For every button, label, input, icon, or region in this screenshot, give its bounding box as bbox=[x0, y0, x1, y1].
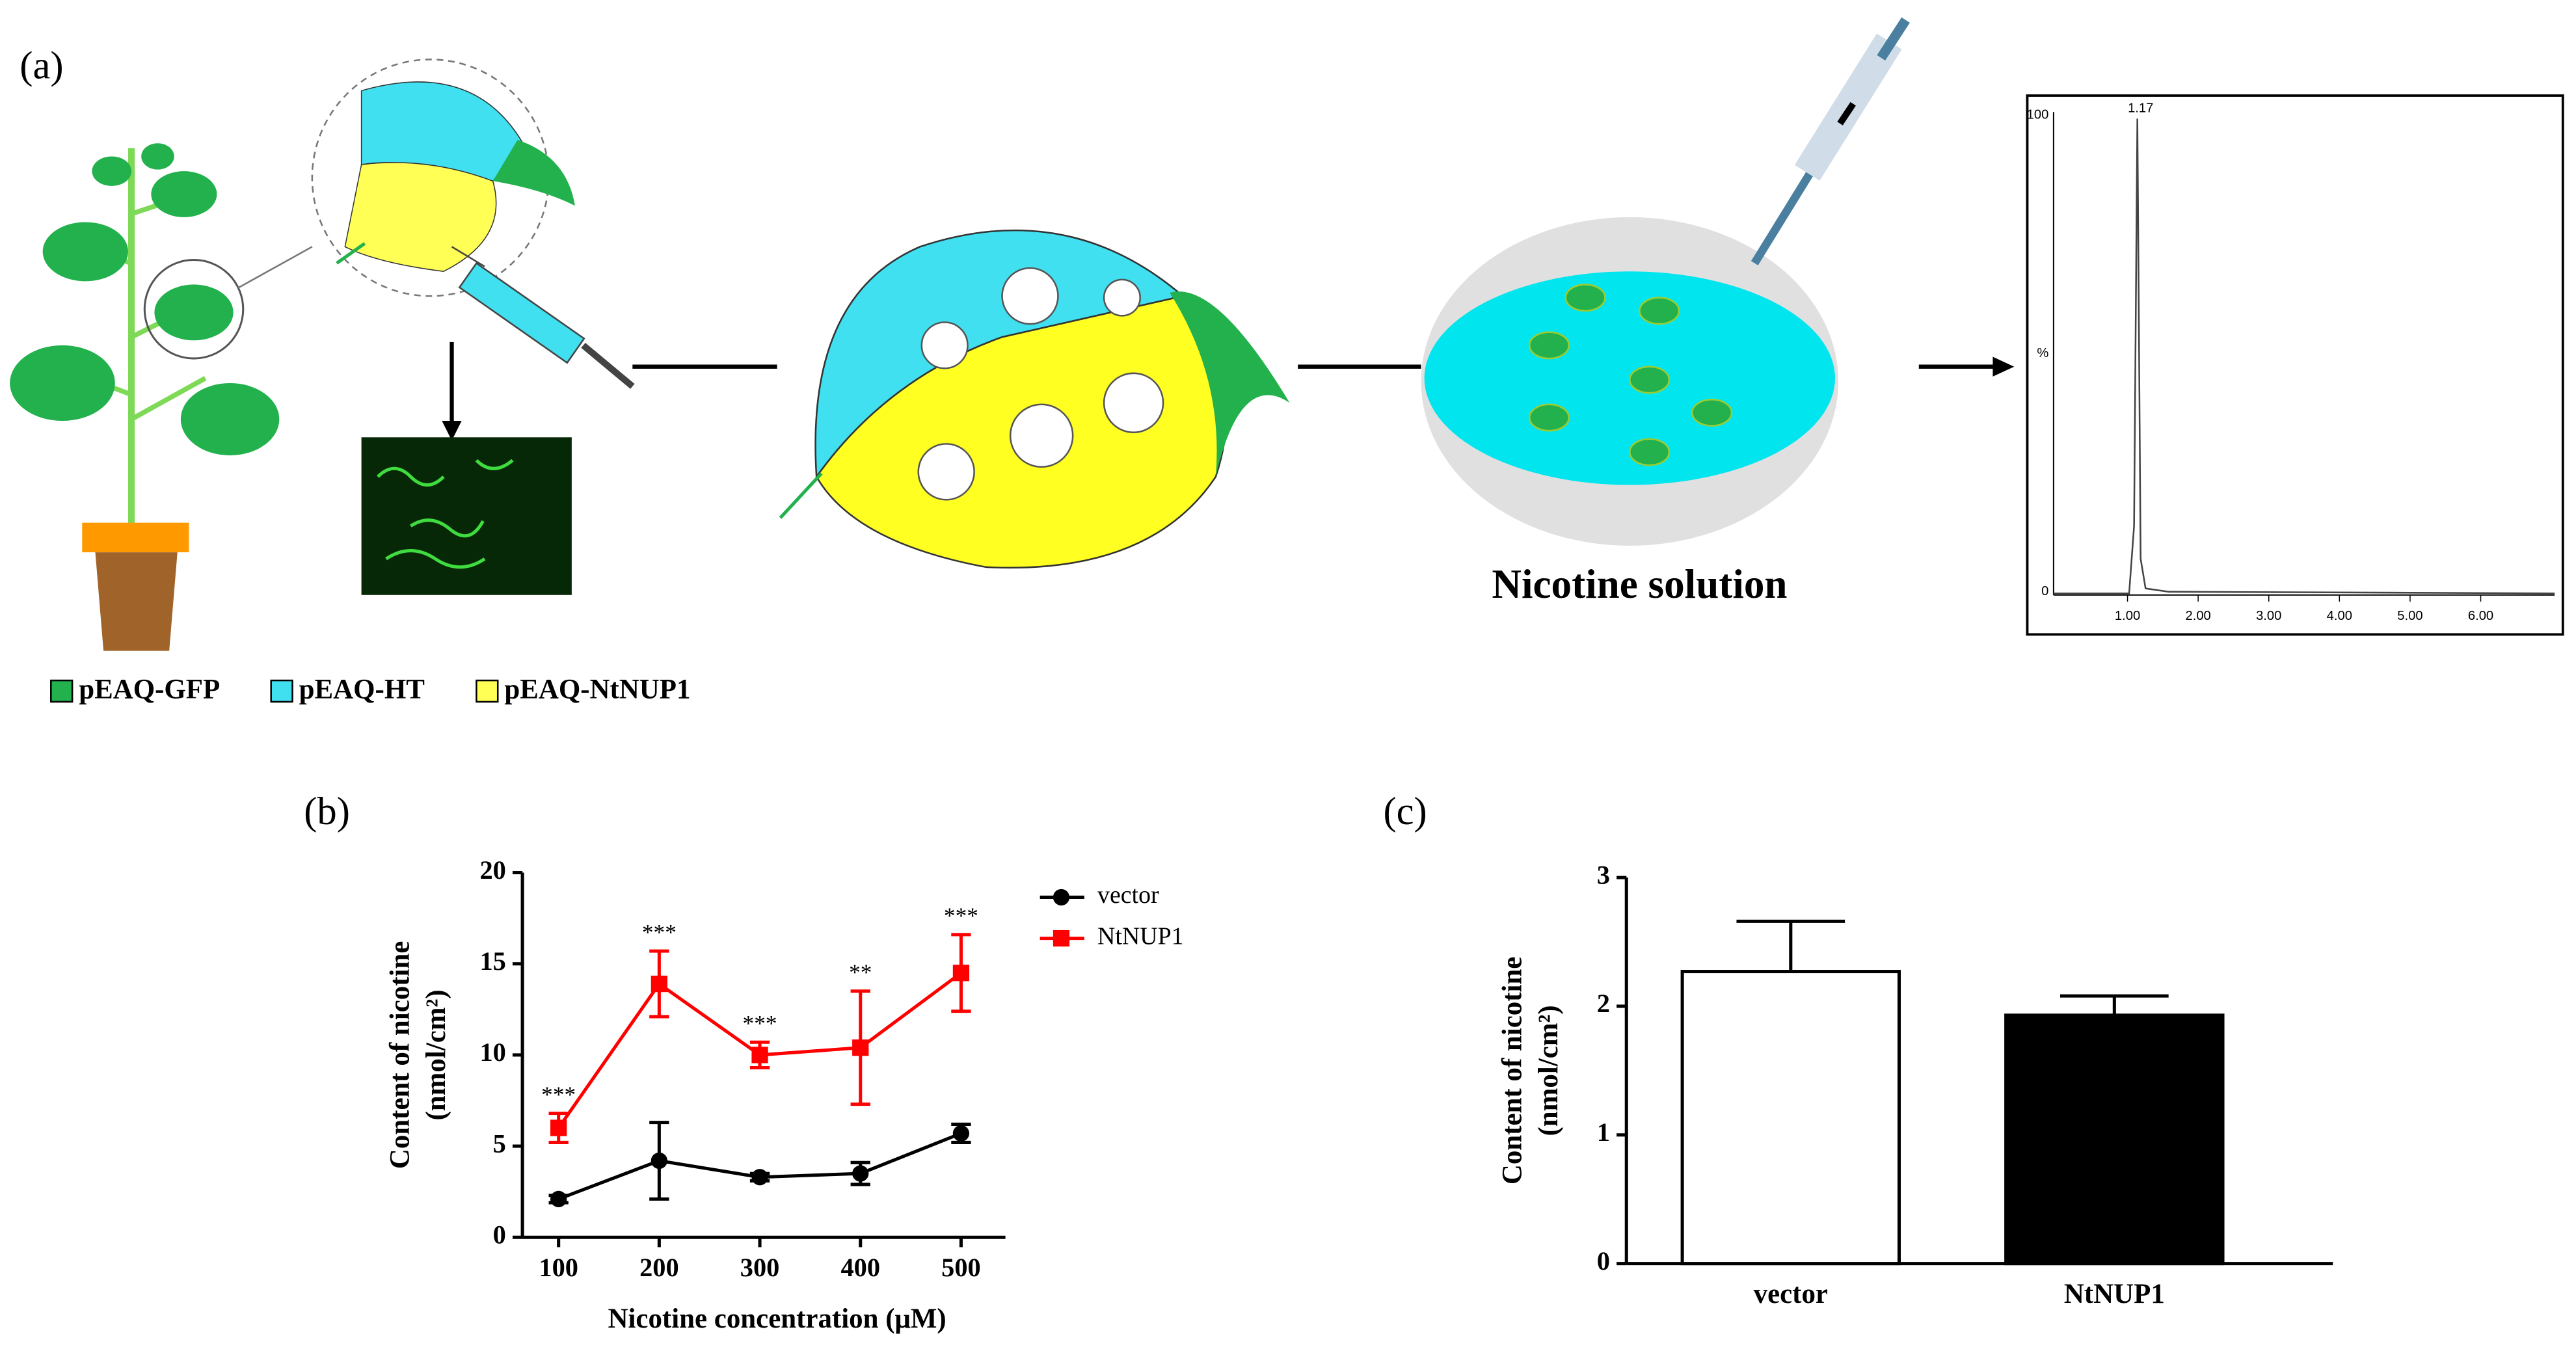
y-axis-label: Content of nicotine bbox=[1497, 957, 1527, 1185]
petri-dish: Nicotine solution bbox=[1421, 17, 1910, 607]
marker bbox=[651, 1152, 667, 1170]
y-tick-label: 20 bbox=[479, 855, 505, 885]
legend-label: pEAQ-GFP bbox=[79, 675, 220, 705]
dish-label: Nicotine solution bbox=[1492, 561, 1787, 607]
significance: *** bbox=[541, 1081, 576, 1107]
marker bbox=[550, 1119, 567, 1136]
legend-marker bbox=[1053, 930, 1070, 947]
significance: *** bbox=[944, 903, 978, 929]
chrom-y-label: 100 bbox=[2027, 108, 2049, 122]
marker bbox=[852, 1165, 869, 1182]
chrom-y-label: 0 bbox=[2041, 584, 2048, 598]
x-tick-label: 300 bbox=[740, 1253, 780, 1282]
y-tick-label: 15 bbox=[479, 946, 505, 976]
x-tick-label: 500 bbox=[941, 1253, 981, 1282]
y-tick-label: 1 bbox=[1597, 1117, 1610, 1147]
marker bbox=[751, 1047, 768, 1063]
chrom-x-label: 6.00 bbox=[2468, 609, 2493, 623]
significance: *** bbox=[642, 919, 677, 945]
panel-label: (b) bbox=[304, 790, 350, 833]
legend-label: vector bbox=[1097, 881, 1159, 909]
panel-label: (c) bbox=[1383, 790, 1427, 833]
x-tick-label: 200 bbox=[639, 1253, 679, 1282]
chromatogram bbox=[2026, 94, 2564, 636]
marker bbox=[751, 1169, 768, 1186]
bar bbox=[1680, 970, 1901, 1266]
legend: pEAQ-GFP pEAQ-HT pEAQ-NtNUP1 bbox=[50, 675, 690, 705]
x-tick-label: 100 bbox=[539, 1253, 578, 1282]
chrom-y-label: % bbox=[2037, 346, 2048, 360]
legend-label: pEAQ-NtNUP1 bbox=[504, 675, 690, 705]
y-axis-label: (nmol/cm²) bbox=[421, 989, 451, 1120]
significance: ** bbox=[849, 959, 872, 985]
infiltration bbox=[311, 59, 635, 595]
marker bbox=[852, 1039, 869, 1056]
y-axis-label: Content of nicotine bbox=[385, 941, 416, 1170]
marker bbox=[550, 1190, 567, 1207]
legend-label: NtNUP1 bbox=[1097, 922, 1184, 950]
marker bbox=[952, 965, 970, 982]
x-tick-label: NtNUP1 bbox=[2064, 1279, 2165, 1309]
y-tick-label: 5 bbox=[493, 1129, 506, 1158]
chrom-x-label: 3.00 bbox=[2256, 609, 2281, 623]
chrom-x-label: 2.00 bbox=[2185, 609, 2210, 623]
line bbox=[557, 1132, 962, 1201]
significance: *** bbox=[743, 1010, 777, 1036]
y-tick-label: 10 bbox=[479, 1037, 505, 1067]
bar bbox=[2004, 1013, 2225, 1266]
x-tick-label: 400 bbox=[840, 1253, 880, 1282]
x-tick-label: vector bbox=[1754, 1279, 1828, 1309]
chrom-x-label: 1.00 bbox=[2115, 609, 2140, 623]
y-tick-label: 2 bbox=[1597, 989, 1610, 1018]
leaf-discs bbox=[779, 229, 1290, 568]
legend-label: pEAQ-HT bbox=[299, 675, 425, 705]
y-tick-label: 0 bbox=[493, 1220, 506, 1249]
y-tick-label: 0 bbox=[1597, 1246, 1610, 1276]
legend-marker bbox=[1053, 889, 1070, 906]
chrom-x-label: 4.00 bbox=[2327, 609, 2352, 623]
peak-label: 1.17 bbox=[2128, 101, 2153, 116]
y-axis-label: (nmol/cm²) bbox=[1533, 1005, 1564, 1136]
marker bbox=[651, 975, 667, 993]
y-tick-label: 3 bbox=[1597, 860, 1610, 889]
x-axis-label: Nicotine concentration (μM) bbox=[608, 1304, 946, 1334]
plant bbox=[10, 143, 313, 651]
panel-label: (a) bbox=[20, 44, 63, 87]
chrom-x-label: 5.00 bbox=[2397, 609, 2422, 623]
marker bbox=[952, 1125, 970, 1142]
